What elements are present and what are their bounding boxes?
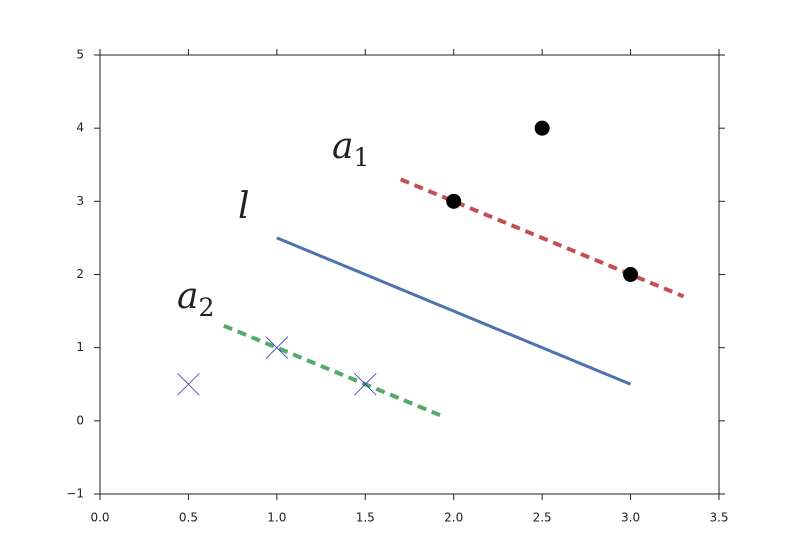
y-tick-label: −1 bbox=[66, 487, 84, 501]
x-tick-label: 1.0 bbox=[267, 511, 286, 525]
series-line bbox=[223, 323, 446, 420]
cross-stroke bbox=[354, 372, 377, 396]
x-tick-label: 3.0 bbox=[621, 511, 640, 525]
x-tick-label: 2.0 bbox=[444, 511, 463, 525]
y-tick-label: 5 bbox=[76, 48, 84, 62]
x-tick-label: 0.0 bbox=[90, 511, 109, 525]
annotation: a1 bbox=[332, 126, 369, 172]
cross-stroke bbox=[177, 372, 200, 396]
y-tick-label: 2 bbox=[76, 267, 84, 281]
annotation: l bbox=[238, 186, 250, 227]
annotation-text: l bbox=[238, 186, 250, 227]
annotation-subscript: 2 bbox=[198, 293, 214, 322]
annotation-subscript: 1 bbox=[353, 143, 369, 172]
annotation: a2 bbox=[177, 276, 214, 322]
series-line bbox=[399, 177, 685, 299]
point bbox=[446, 193, 462, 209]
cross-stroke bbox=[265, 336, 289, 359]
y-tick-label: 3 bbox=[76, 194, 84, 208]
cross-marker bbox=[177, 372, 200, 396]
x-tick-label: 2.5 bbox=[533, 511, 552, 525]
x-tick-label: 1.5 bbox=[356, 511, 375, 525]
y-tick-label: 1 bbox=[76, 340, 84, 354]
series-line bbox=[276, 236, 632, 386]
x-tick-label: 3.5 bbox=[709, 511, 728, 525]
point bbox=[623, 267, 639, 282]
annotation-text: a bbox=[177, 276, 198, 317]
y-tick-label: 4 bbox=[76, 121, 84, 135]
point bbox=[534, 120, 550, 136]
x-tick-label: 0.5 bbox=[179, 511, 198, 525]
cross-marker bbox=[354, 372, 377, 396]
cross-marker bbox=[265, 336, 289, 359]
y-tick-label: 0 bbox=[76, 413, 84, 427]
annotation-text: a bbox=[332, 126, 353, 167]
